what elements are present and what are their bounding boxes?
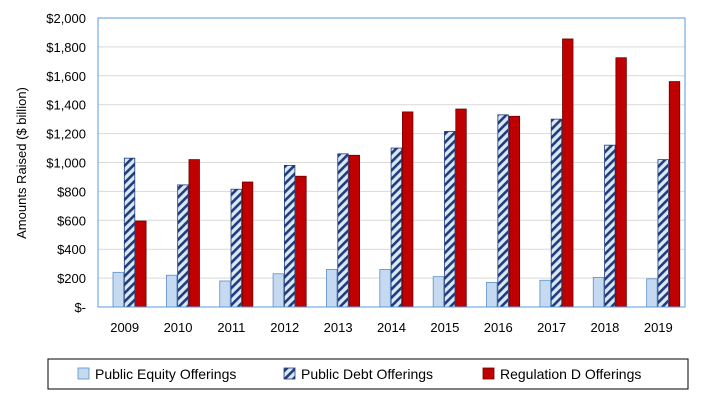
bar-equity-2011 xyxy=(219,280,231,308)
x-tick-label: 2015 xyxy=(430,320,459,335)
bar-regd-2016 xyxy=(508,115,521,308)
y-tick-label: $1,600 xyxy=(46,69,86,84)
bar-equity-2018 xyxy=(592,276,605,308)
legend-swatch-regd xyxy=(482,367,495,380)
bar-debt-2012 xyxy=(283,164,296,308)
bar-equity-2016 xyxy=(486,282,498,308)
y-axis-title: Amounts Raised ($ billion) xyxy=(14,87,29,239)
bar-equity-2009 xyxy=(112,271,124,308)
plot-area-border xyxy=(97,17,686,308)
bar-debt-2010 xyxy=(177,184,189,308)
bar-debt-2017 xyxy=(550,118,563,308)
y-tick-label: $- xyxy=(74,300,86,315)
bars xyxy=(112,38,681,308)
bar-regd-2013 xyxy=(348,154,360,308)
bar-debt-2014 xyxy=(390,147,403,308)
y-tick-label: $800 xyxy=(57,184,86,199)
bar-regd-2010 xyxy=(188,159,200,308)
x-tick-label: 2018 xyxy=(590,320,619,335)
axes: $- $200 $400 $600 $800 $1,000 $1,200 $1,400 $1,6… xyxy=(46,11,686,335)
x-tick-label: 2010 xyxy=(164,320,193,335)
x-tick-label: 2009 xyxy=(110,320,139,335)
bar-equity-2017 xyxy=(539,279,551,308)
x-tick-label: 2016 xyxy=(484,320,513,335)
bar-debt-2016 xyxy=(497,114,509,308)
bar-debt-2019 xyxy=(657,159,669,308)
x-tick-label: 2019 xyxy=(644,320,673,335)
bar-equity-2013 xyxy=(326,269,338,308)
y-tick-label: $1,000 xyxy=(46,156,86,171)
bar-equity-2014 xyxy=(379,269,391,308)
y-tick-label: $1,200 xyxy=(46,127,86,142)
x-tick-label: 2014 xyxy=(377,320,406,335)
bar-debt-2018 xyxy=(604,144,616,308)
bar-equity-2012 xyxy=(272,273,284,308)
bar-equity-2015 xyxy=(432,276,445,308)
bar-regd-2017 xyxy=(562,38,574,308)
bar-regd-2015 xyxy=(455,108,467,308)
legend-swatch-equity xyxy=(77,367,90,380)
legend-label-equity: Public Equity Offerings xyxy=(95,366,236,382)
bar-debt-2009 xyxy=(123,157,136,308)
x-tick-label: 2011 xyxy=(217,320,245,335)
bar-debt-2015 xyxy=(444,131,456,308)
bar-regd-2011 xyxy=(241,181,254,308)
legend: Public Equity Offerings Public Debt Offer… xyxy=(47,358,689,390)
bar-regd-2018 xyxy=(615,57,627,308)
y-tick-label: $1,400 xyxy=(46,98,86,113)
bar-regd-2019 xyxy=(668,81,681,308)
bar-equity-2010 xyxy=(165,274,178,308)
legend-swatch-debt xyxy=(283,367,296,380)
y-tick-label: $200 xyxy=(57,271,86,286)
x-tick-label: 2017 xyxy=(537,320,566,335)
bar-equity-2019 xyxy=(646,278,658,308)
y-tick-label: $600 xyxy=(57,213,86,228)
legend-box xyxy=(47,358,689,390)
y-tick-label: $1,800 xyxy=(46,40,86,55)
bar-regd-2012 xyxy=(295,175,307,308)
y-tick-label: $2,000 xyxy=(46,11,86,26)
bar-debt-2011 xyxy=(230,188,242,308)
legend-label-debt: Public Debt Offerings xyxy=(301,366,433,382)
x-tick-label: 2013 xyxy=(324,320,353,335)
bar-regd-2009 xyxy=(135,220,147,308)
y-tick-label: $400 xyxy=(57,242,86,257)
x-tick-label: 2012 xyxy=(270,320,299,335)
bar-regd-2014 xyxy=(402,111,414,308)
bar-debt-2013 xyxy=(337,153,349,308)
legend-label-regd: Regulation D Offerings xyxy=(500,366,641,382)
